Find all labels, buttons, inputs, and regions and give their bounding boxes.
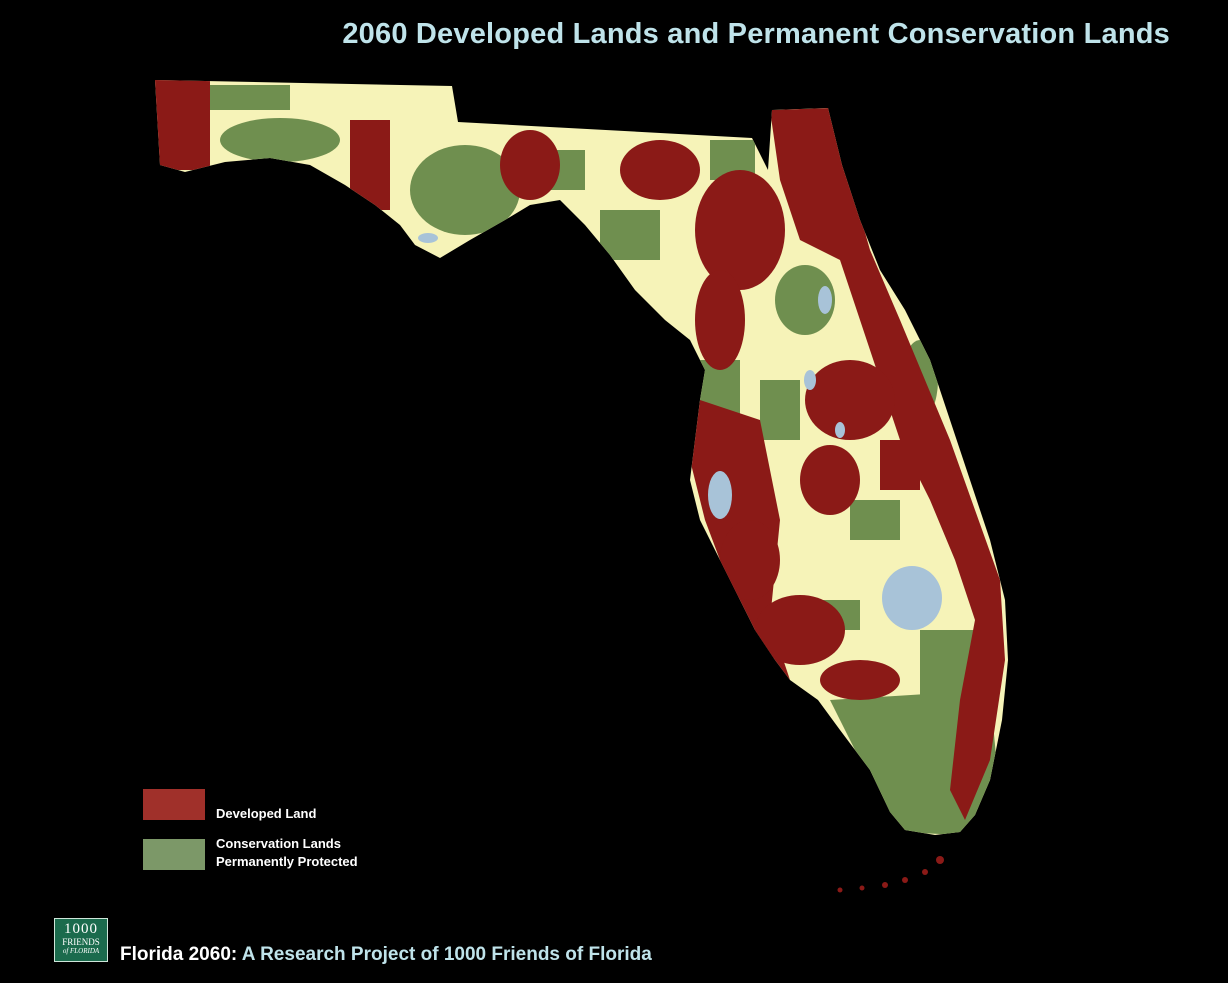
legend-swatch-developed <box>143 789 205 820</box>
footer-part2: A Research Project of 1000 Friends of Fl… <box>237 944 652 965</box>
logo-line1: 1000 <box>64 921 98 937</box>
friends-of-florida-logo: 1000 FRIENDS of FLORIDA <box>54 918 108 962</box>
developed-lands <box>155 80 1005 820</box>
florida-keys <box>837 856 944 893</box>
map-title: 2060 Developed Lands and Permanent Conse… <box>342 18 1170 50</box>
logo-line2: FRIENDS <box>62 937 100 947</box>
legend-swatch-conservation <box>143 839 205 870</box>
logo-line3: of FLORIDA <box>62 947 100 955</box>
legend-label-conservation-line2: Permanently Protected <box>216 854 358 869</box>
legend-label-conservation-line1: Conservation Lands <box>216 836 341 851</box>
legend-label-developed: Developed Land <box>216 806 317 821</box>
footer-caption: Florida 2060: A Research Project of 1000… <box>120 944 652 966</box>
footer-part1: Florida 2060: <box>120 944 238 965</box>
water-bodies <box>418 233 942 630</box>
legend-label-conservation: Conservation Lands Permanently Protected <box>216 835 358 871</box>
